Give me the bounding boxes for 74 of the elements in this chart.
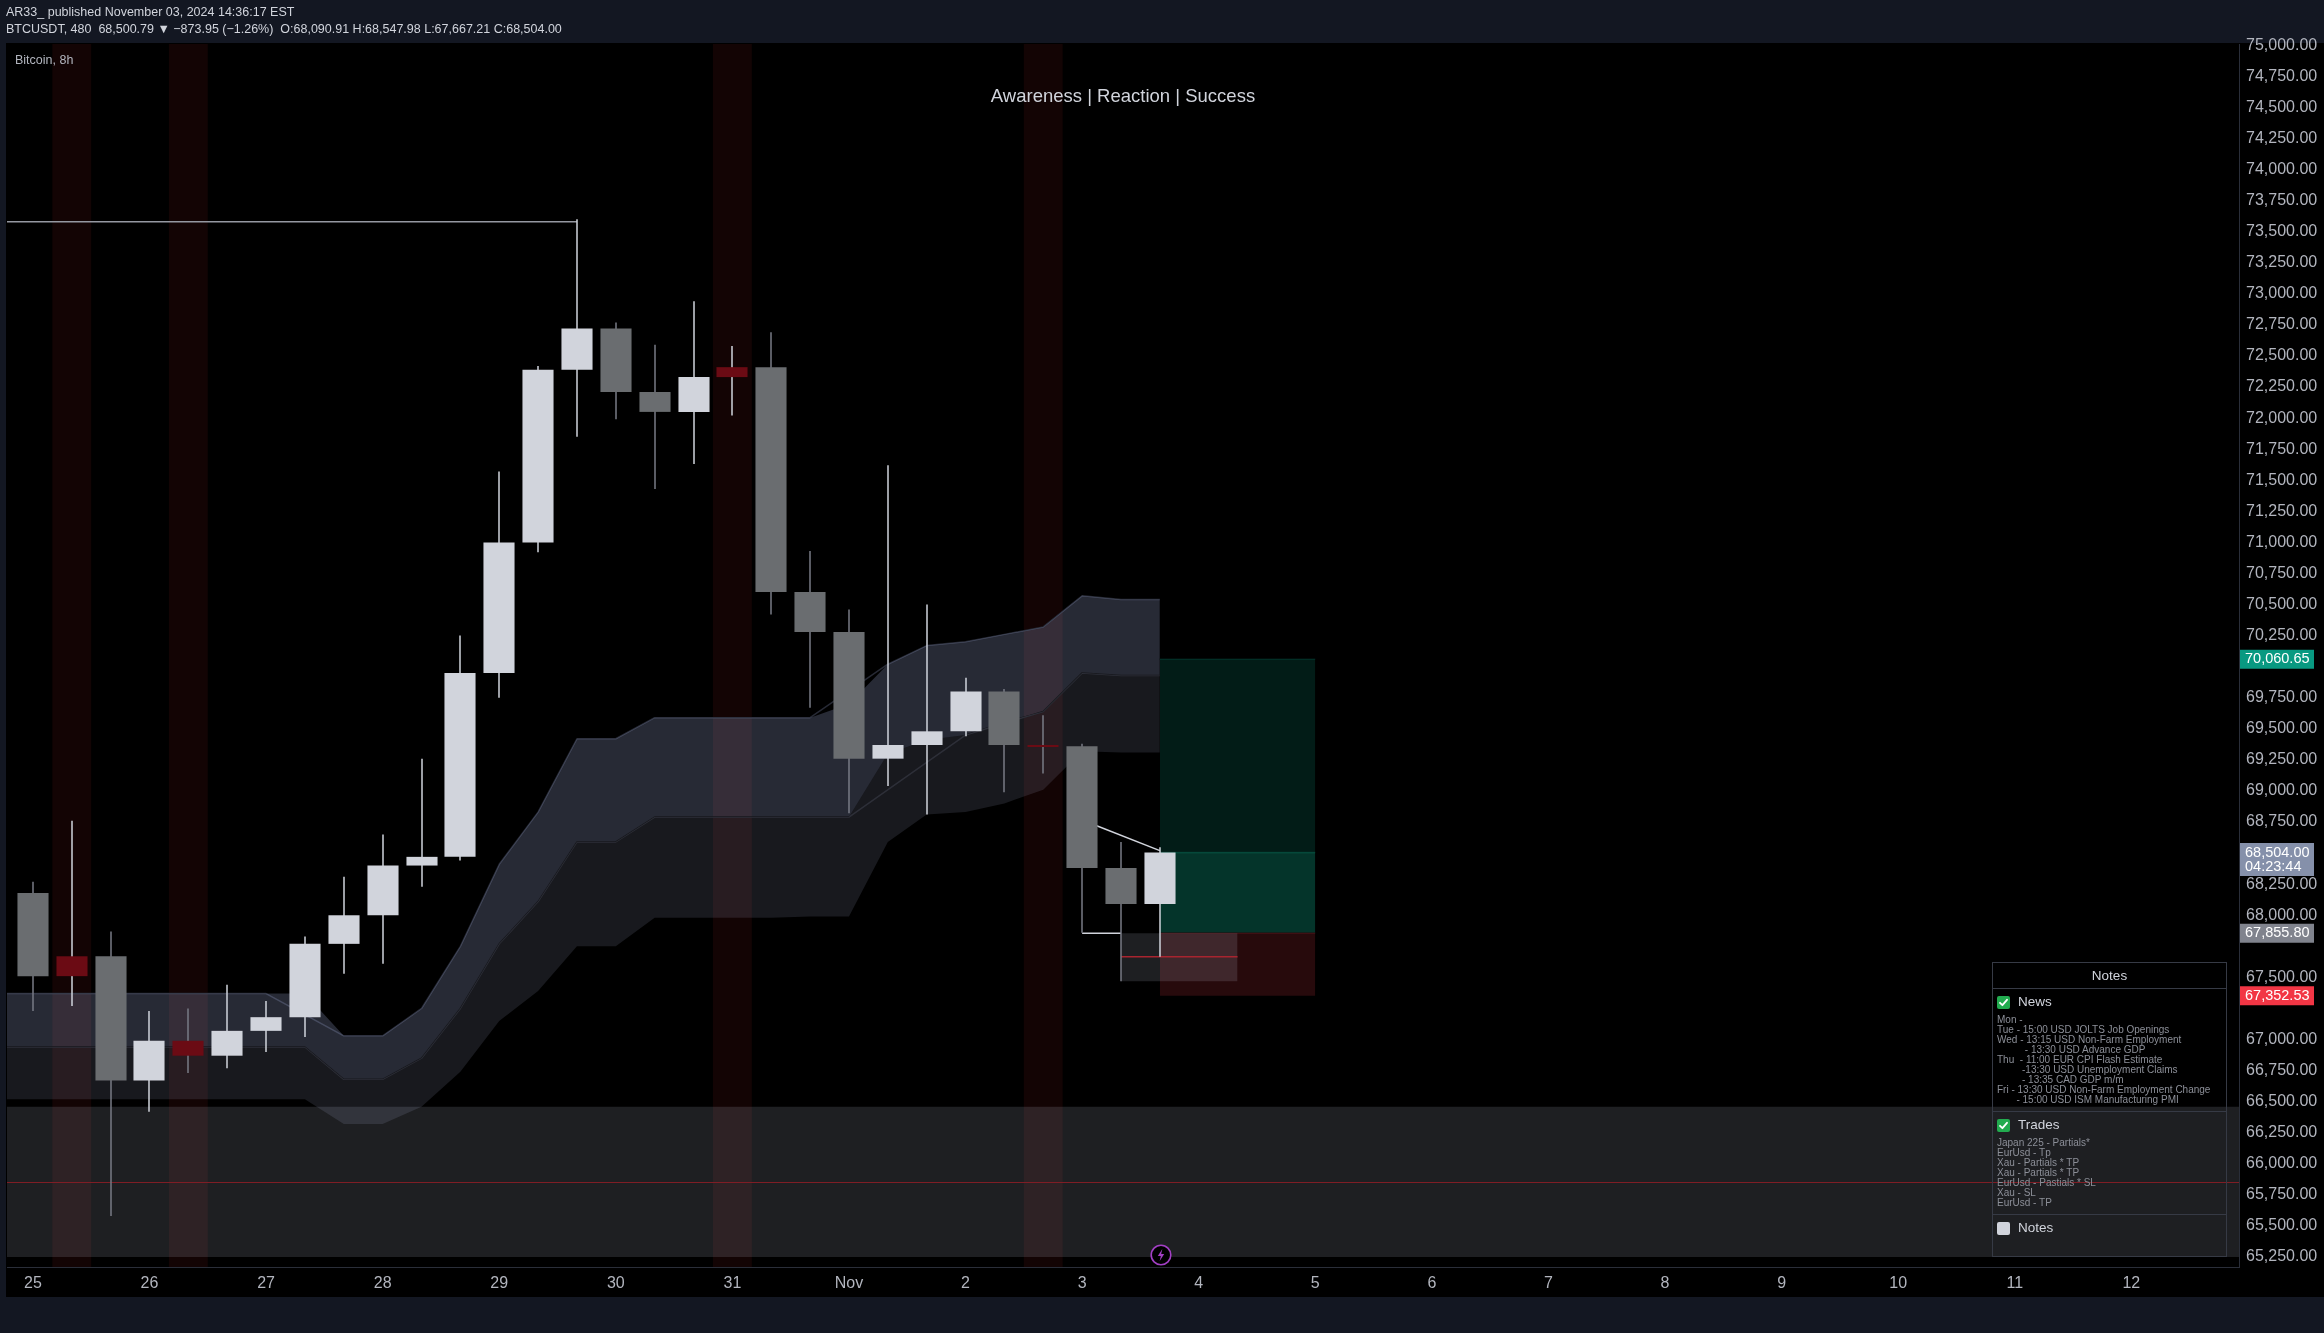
x-tick-label: Nov [834,1274,864,1292]
y-tick-label: 65,250.00 [2246,1247,2318,1265]
y-tick-label: 65,750.00 [2246,1185,2318,1203]
y-tick-label: 73,250.00 [2246,253,2318,271]
text: BTCUSDT, 480 68,500.79 ▼ −873.95 (−1.26%) O:68,090.91 H:68,547.98 L:67,667.21 C:68,504.00 [6,22,562,36]
y-tick-label: 72,750.00 [2246,315,2318,333]
y-tick-label: 68,000.00 [2246,905,2318,923]
y-tick-label: 71,000.00 [2246,532,2318,550]
x-tick-label: 8 [1660,1274,1670,1292]
y-tick-label: 66,500.00 [2246,1092,2318,1110]
x-tick-label: 25 [24,1274,42,1292]
y-tick-label: 71,500.00 [2246,470,2318,488]
y-tick-label: 72,250.00 [2246,377,2318,395]
annotation: Bitcoin, 8h [15,53,74,67]
text: 68,504.00 04:23:44 [2245,843,2310,874]
x-tick-label: 5 [1310,1274,1320,1292]
y-tick-label: 69,500.00 [2246,719,2318,737]
y-tick-label: 69,000.00 [2246,781,2318,799]
y-tick-label: 66,750.00 [2246,1061,2318,1079]
x-tick-label: 9 [1777,1274,1787,1292]
x-tick-label: 6 [1427,1274,1437,1292]
y-tick-label: 74,500.00 [2246,97,2318,115]
y-tick-label: 69,250.00 [2246,750,2318,768]
y-tick-label: 75,000.00 [2246,35,2318,53]
y-tick-label: 69,750.00 [2246,688,2318,706]
text: 70,060.65 [2245,650,2310,667]
y-tick-label: 68,250.00 [2246,874,2318,892]
x-tick-label: 11 [2006,1274,2024,1292]
y-tick-label: 67,000.00 [2246,1029,2318,1047]
y-tick-label: 66,250.00 [2246,1123,2318,1141]
text: 67,855.80 [2245,924,2310,941]
x-tick-label: 10 [1889,1274,1908,1292]
y-tick-label: 74,000.00 [2246,159,2318,177]
x-tick-label: 28 [373,1274,392,1292]
text: 67,352.53 [2245,986,2310,1003]
y-tick-label: 73,000.00 [2246,284,2318,302]
y-tick-label: 72,500.00 [2246,346,2318,364]
candlestick [716,345,748,417]
annotation: News [2018,994,2052,1010]
text: Awareness | Reaction | Success [990,85,1256,106]
y-tick-label: 72,000.00 [2246,408,2318,426]
annotation: Notes [2018,1220,2054,1236]
x-tick-label: 7 [1543,1274,1553,1292]
y-tick-label: 65,500.00 [2246,1216,2318,1234]
candlestick [872,464,904,787]
y-tick-label: 73,750.00 [2246,191,2318,209]
x-tick-label: 29 [490,1274,509,1292]
annotation: Notes [2091,968,2128,983]
y-tick-label: 71,250.00 [2246,501,2318,519]
y-tick-label: 66,000.00 [2246,1154,2318,1172]
x-tick-label: 2 [961,1274,971,1292]
y-tick-label: 74,250.00 [2246,128,2318,146]
x-tick-label: 12 [2122,1274,2141,1292]
candlestick [406,757,438,888]
x-tick-label: 4 [1194,1274,1204,1292]
y-tick-label: 67,500.00 [2246,967,2318,985]
y-tick-label: 70,500.00 [2246,594,2318,612]
x-tick-label: 30 [606,1274,625,1292]
x-tick-label: 27 [257,1274,276,1292]
candlestick [1027,714,1059,775]
annotation: Trades [2018,1117,2060,1133]
candlestick [911,603,943,816]
y-tick-label: 73,500.00 [2246,222,2318,240]
text: AR33_ published November 03, 2024 14:36:17 EST [6,5,295,19]
text: Mon - Tue - 15:00 USD JOLTS Job Openings Wed - 13:15 USD Non-Farm Employment - 13:30 USD Advance GDP Thu - 11:00 EUR CPI Flash Estimate -13:30 USD Unemployment Claims - 13:35 CAD GDP m/m Fri - 13:30 USD Non-Farm Employment Change - 15:00 USD ISM Manufacturing PMI [1997,1014,2211,1105]
y-tick-label: 68,750.00 [2246,812,2318,830]
y-tick-label: 74,750.00 [2246,66,2318,84]
x-tick-label: 3 [1077,1274,1087,1292]
x-tick-label: 31 [723,1274,742,1292]
y-tick-label: 71,750.00 [2246,439,2318,457]
y-tick-label: 70,750.00 [2246,563,2318,581]
y-tick-label: 70,250.00 [2246,626,2318,644]
x-tick-label: 26 [140,1274,159,1292]
candlestick [56,820,88,1007]
